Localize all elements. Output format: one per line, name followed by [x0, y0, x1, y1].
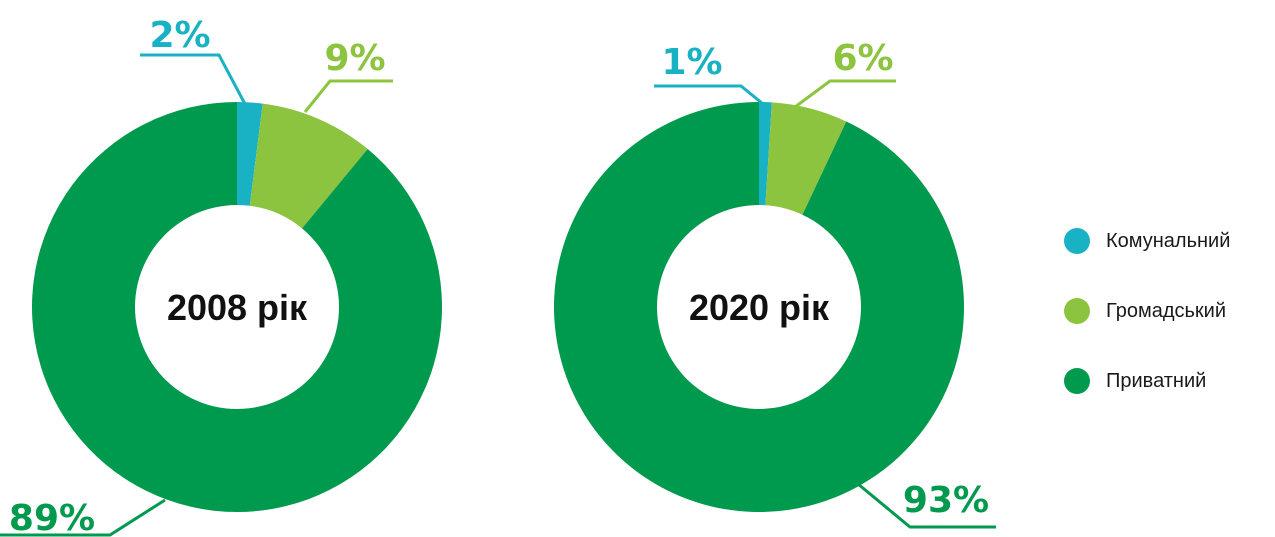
legend-item-community: Громадський: [1064, 294, 1274, 328]
legend-swatch-community: [1064, 298, 1090, 324]
data-label-private-2008: 89%: [9, 498, 95, 537]
legend-item-communal: Комунальний: [1064, 224, 1274, 258]
data-label-private-2020: 93%: [903, 480, 989, 521]
slice-private-2008: [31, 102, 443, 512]
donut-chart-2008: 2008 рік 2% 9% 89%: [0, 15, 443, 537]
slice-communal-2020: [759, 102, 772, 206]
center-label-2008: 2008 рік: [167, 287, 308, 328]
leader-line-community-2020: [794, 79, 896, 109]
slice-private-2020: [553, 102, 964, 512]
slice-community-2020: [765, 102, 847, 215]
leader-line-communal-2020: [654, 84, 764, 106]
leader-line-community-2008: [303, 79, 393, 113]
data-label-communal-2020: 1%: [661, 42, 722, 83]
leader-line-communal-2008: [140, 53, 247, 105]
data-label-community-2020: 6%: [832, 38, 893, 79]
data-label-community-2008: 9%: [324, 38, 385, 79]
data-label-communal-2008: 2%: [149, 15, 210, 56]
legend-label-communal: Комунальний: [1106, 229, 1231, 252]
leader-line-private-2008: [0, 498, 166, 537]
legend-label-private: Приватний: [1106, 369, 1207, 392]
leader-line-private-2020: [857, 482, 996, 529]
legend-label-community: Громадський: [1106, 299, 1227, 322]
legend-swatch-private: [1064, 368, 1090, 394]
slice-communal-2008: [237, 102, 263, 206]
slice-community-2008: [249, 103, 368, 229]
center-label-2020: 2020 рік: [689, 287, 830, 328]
donut-chart-2020: 2020 рік 1% 6% 93%: [553, 38, 996, 529]
legend-item-private: Приватний: [1064, 364, 1274, 398]
legend: Комунальний Громадський Приватний: [1064, 224, 1274, 434]
legend-swatch-communal: [1064, 228, 1090, 254]
